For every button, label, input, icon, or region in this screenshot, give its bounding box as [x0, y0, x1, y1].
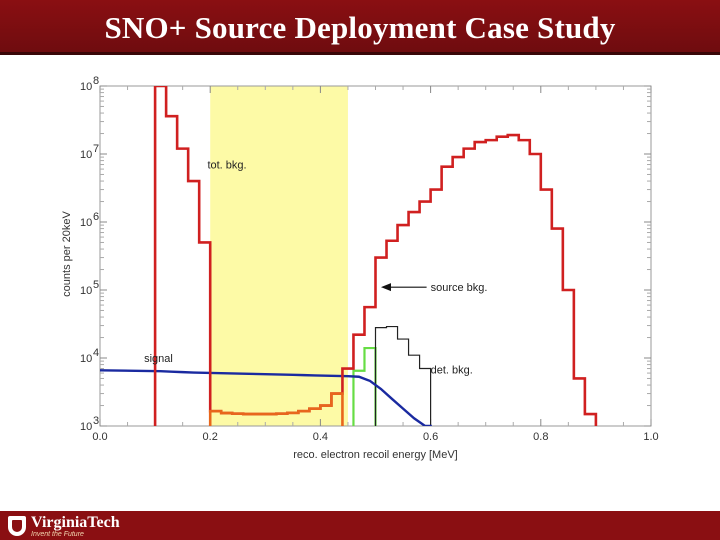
series-signal	[100, 369, 432, 426]
annotation-label: tot. bkg.	[207, 160, 246, 172]
y-tick-exponent: 4	[93, 347, 99, 359]
y-tick-exponent: 8	[93, 75, 99, 87]
logo-tagline: Invent the Future	[31, 530, 84, 538]
y-axis-label: counts per 20keV	[61, 211, 73, 297]
y-tick-exponent: 5	[93, 279, 99, 291]
series-detector	[374, 325, 432, 426]
title-bar	[0, 0, 720, 52]
annotation-label: signal	[144, 353, 173, 365]
x-axis-label: reco. electron recoil energy [MeV]	[293, 449, 457, 461]
series-total-valley	[208, 392, 344, 426]
title-bar-divider	[0, 52, 720, 55]
y-tick-exponent: 6	[93, 211, 99, 223]
y-tick-label: 10	[80, 149, 92, 161]
x-tick-label: 0.8	[533, 431, 548, 443]
x-tick-label: 1.0	[643, 431, 658, 443]
y-tick-exponent: 3	[93, 415, 99, 427]
shield-icon	[8, 516, 26, 536]
logo-name: VirginiaTech	[31, 513, 120, 531]
y-tick-label: 10	[80, 421, 92, 433]
annotation-label: source bkg.	[431, 282, 488, 294]
x-tick-label: 0.6	[423, 431, 438, 443]
annotation-label: det. bkg.	[431, 364, 473, 376]
university-logo: VirginiaTech Invent the Future	[8, 513, 120, 539]
series-source	[352, 346, 377, 426]
highlight-band	[210, 86, 348, 426]
y-tick-label: 10	[80, 217, 92, 229]
x-tick-label: 0.4	[313, 431, 328, 443]
y-tick-label: 10	[80, 285, 92, 297]
footer-bar	[0, 511, 720, 540]
x-tick-label: 0.2	[203, 431, 218, 443]
x-tick-label: 0.0	[92, 431, 107, 443]
annotation-arrow-head	[381, 283, 392, 292]
series-area	[100, 86, 598, 426]
y-tick-label: 10	[80, 353, 92, 365]
slide-title: SNO+ Source Deployment Case Study	[104, 10, 616, 45]
y-tick-label: 10	[80, 81, 92, 93]
y-tick-exponent: 7	[93, 143, 99, 155]
